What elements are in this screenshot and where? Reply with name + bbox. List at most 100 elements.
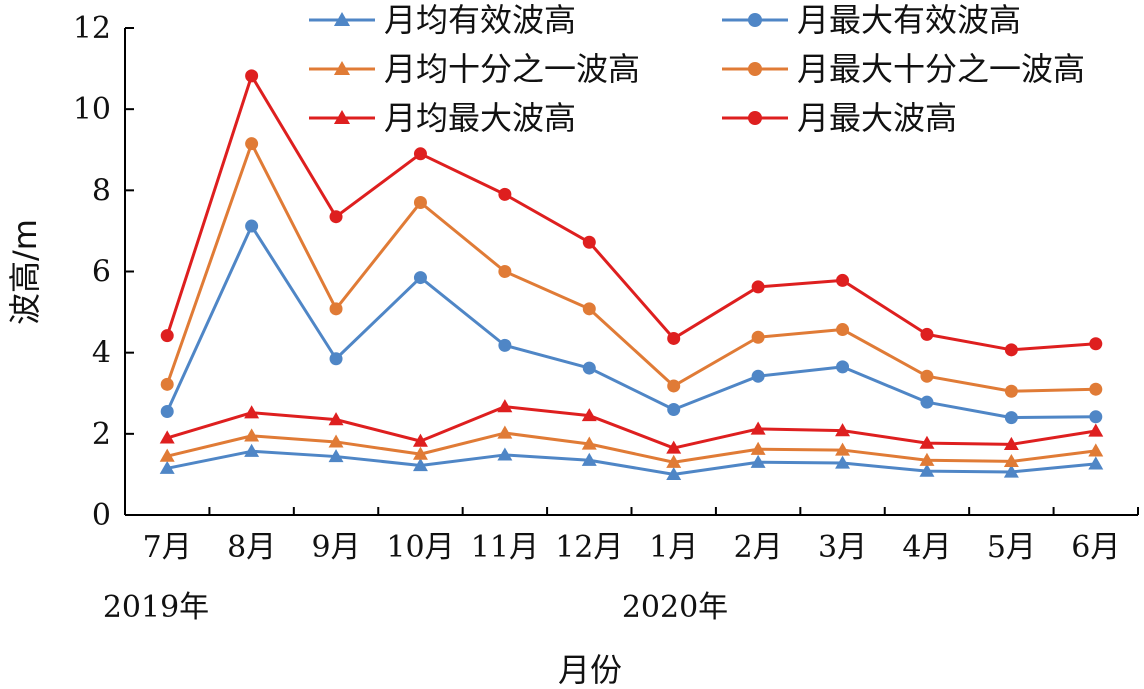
data-point [582,361,596,375]
x-tick-label: 2月 [734,530,783,565]
legend-label: 月均十分之一波高 [384,50,640,88]
x-tick-label: 1月 [649,530,698,565]
legend-label: 月最大波高 [797,99,957,137]
data-point [412,458,428,472]
data-point [1003,436,1019,450]
legend-marker [333,60,351,76]
data-point [666,440,682,454]
y-axis-title: 波高/m [6,219,44,325]
data-point [1088,423,1104,437]
data-point [836,323,850,337]
data-point [582,235,596,249]
data-point [412,433,428,447]
data-point [159,430,175,444]
series-4 [160,137,1103,398]
data-point [920,395,934,409]
legend-item: 月均最大波高 [309,99,576,137]
data-point [329,210,343,224]
x-tick-label: 3月 [818,530,867,565]
data-point [920,327,934,341]
data-point [836,360,850,374]
y-tick-label: 0 [92,498,111,533]
data-point [160,377,174,391]
data-point [835,423,851,437]
data-point [666,454,682,468]
data-point [329,302,343,316]
data-point [919,435,935,449]
data-point [1004,384,1018,398]
data-point [835,442,851,456]
data-point [1089,337,1103,351]
y-tick-label: 6 [92,255,111,290]
data-point [245,137,259,151]
data-point [919,452,935,466]
series-3 [159,425,1104,468]
data-point [412,446,428,460]
data-point [328,412,344,426]
series-line [166,449,1096,476]
year-label-2019: 2019年 [103,590,209,625]
series-6 [160,69,1103,357]
data-point [329,352,343,366]
series-5 [159,399,1104,454]
x-tick-label: 6月 [1071,530,1120,565]
series-line [166,431,1096,464]
data-point [245,219,259,233]
data-point [836,273,850,287]
data-point [835,455,851,469]
legend-label: 月均最大波高 [384,99,576,137]
x-tick-label: 4月 [902,530,951,565]
data-point [582,302,596,316]
series-line [166,405,1097,450]
data-point [497,447,513,461]
data-point [498,265,512,278]
data-point [667,379,681,393]
data-point [751,330,765,344]
y-tick-label: 12 [73,11,111,46]
data-point [497,425,513,439]
legend-item: 月最大有效波高 [722,1,1021,39]
legend-label: 月均有效波高 [384,1,576,39]
data-point [751,369,765,383]
data-point [244,428,260,442]
legend-marker [333,11,351,27]
legend-marker [748,13,762,27]
x-tick-label: 8月 [227,530,276,565]
data-point [920,369,934,383]
legend-marker [748,111,762,125]
x-tick-label: 11月 [471,530,539,565]
data-point [581,436,597,450]
data-point [498,338,512,352]
data-point [413,196,427,210]
data-point [159,460,175,474]
y-tick-label: 8 [92,173,111,208]
data-point [160,329,174,343]
legend-item: 月均有效波高 [309,1,576,39]
legend-item: 月最大十分之一波高 [722,50,1085,88]
legend-label: 月最大有效波高 [797,1,1021,39]
data-point [1088,443,1104,457]
data-point [245,69,259,83]
data-point [244,443,260,457]
data-point [1004,343,1018,357]
data-point [581,408,597,422]
series-line [165,224,1096,420]
data-point [413,147,427,161]
data-point [750,421,766,435]
series-1 [159,443,1104,481]
x-tick-label: 5月 [987,530,1036,565]
data-point [667,402,681,416]
data-point [160,405,174,419]
y-tick-label: 2 [92,417,111,452]
data-point [328,449,344,463]
data-point [1004,411,1018,425]
data-point [328,434,344,448]
data-point [1089,382,1103,396]
data-point [1089,410,1103,424]
data-point [1088,456,1104,470]
x-axis-title: 月份 [558,651,622,689]
data-point [919,463,935,477]
data-point [159,448,175,462]
data-point [667,331,681,345]
